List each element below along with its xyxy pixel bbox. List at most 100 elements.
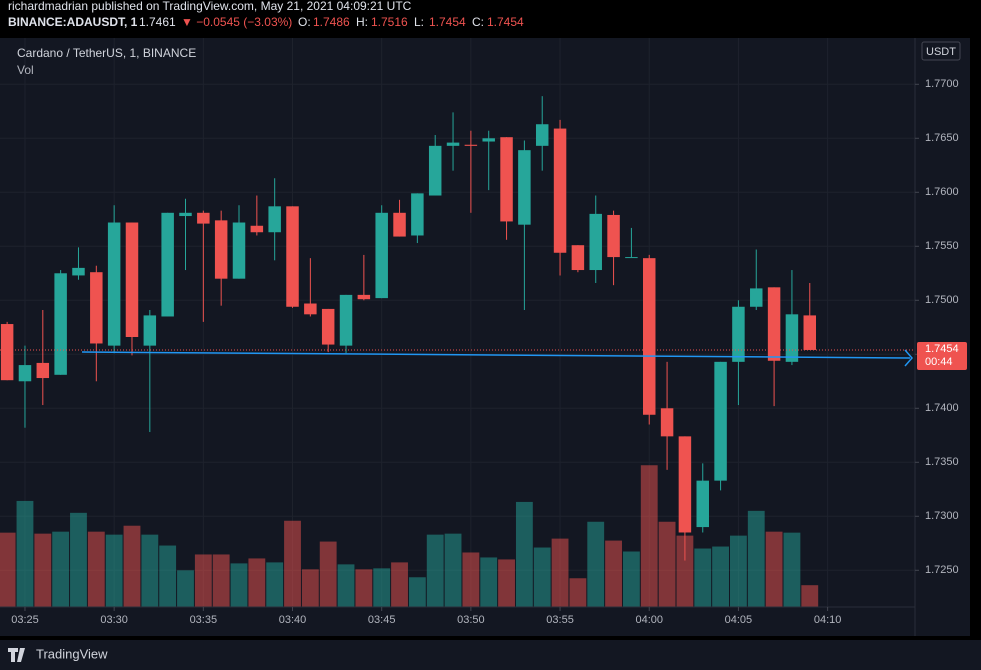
volume-pane bbox=[0, 465, 819, 607]
volume-bar bbox=[765, 531, 783, 607]
volume-bar bbox=[587, 521, 605, 607]
candle-body bbox=[428, 145, 442, 196]
candle-body bbox=[553, 128, 567, 253]
candle-body bbox=[750, 288, 763, 307]
volume-bar bbox=[694, 548, 712, 607]
volume-bar bbox=[730, 535, 747, 607]
candle-body bbox=[107, 222, 121, 346]
candle-body bbox=[518, 150, 531, 225]
volume-bar bbox=[622, 551, 640, 607]
candle-body bbox=[339, 294, 353, 346]
volume-bar bbox=[462, 552, 480, 607]
ohlc-value: 1.7454 bbox=[487, 15, 524, 29]
candle-body bbox=[696, 480, 709, 528]
volume-bar bbox=[301, 569, 319, 607]
candle-body bbox=[785, 314, 799, 362]
ohlc-label: L: bbox=[414, 15, 424, 29]
logo-icon bbox=[8, 648, 25, 662]
volume-bar bbox=[52, 531, 70, 607]
ohlc-label: C: bbox=[472, 15, 484, 29]
candle-body bbox=[375, 212, 388, 299]
volume-bar bbox=[34, 533, 52, 607]
last-price: 1.7461 bbox=[139, 15, 176, 29]
candle-body bbox=[732, 306, 745, 362]
trend-arrow bbox=[904, 349, 913, 367]
volume-bar bbox=[444, 533, 462, 607]
candle-body bbox=[179, 212, 192, 217]
volume-bar bbox=[658, 521, 676, 607]
x-tick-label: 03:45 bbox=[368, 614, 396, 626]
volume-bar bbox=[480, 557, 498, 607]
y-tick-label: 1.7400 bbox=[925, 402, 959, 414]
candle-body bbox=[589, 213, 602, 271]
volume-bar bbox=[676, 535, 694, 607]
countdown: 00:44 bbox=[925, 356, 953, 368]
ohlc: O: 1.7486 H: 1.7516 L: 1.7454 C: 1.7454 bbox=[298, 15, 524, 29]
currency-label: USDT bbox=[926, 46, 956, 58]
volume-bar bbox=[16, 500, 34, 607]
volume-bar bbox=[266, 562, 284, 607]
candle-body bbox=[607, 214, 620, 258]
y-tick-label: 1.7700 bbox=[925, 78, 959, 90]
candle-body bbox=[143, 315, 157, 346]
volume-bar bbox=[177, 570, 194, 607]
volume-bar bbox=[123, 525, 141, 607]
volume-bar bbox=[337, 564, 355, 607]
candle-body bbox=[304, 303, 317, 315]
volume-bar bbox=[712, 546, 730, 607]
candle-body bbox=[571, 245, 585, 271]
y-tick-label: 1.7500 bbox=[925, 294, 959, 306]
candle-body bbox=[18, 365, 32, 382]
candle-body bbox=[464, 144, 478, 146]
candle-body bbox=[197, 212, 210, 224]
volume-bar bbox=[70, 512, 87, 607]
candle-body bbox=[767, 287, 781, 361]
chart-title: Cardano / TetherUS, 1, BINANCE bbox=[17, 46, 196, 60]
candle-body bbox=[232, 222, 246, 279]
candle-body bbox=[72, 267, 85, 276]
x-tick-label: 03:25 bbox=[11, 614, 39, 626]
y-tick-label: 1.7300 bbox=[925, 510, 959, 522]
candle-body bbox=[482, 138, 495, 142]
ohlc-value: 1.7454 bbox=[429, 15, 466, 29]
footer-bar bbox=[0, 640, 981, 670]
volume-bar bbox=[212, 554, 230, 607]
candle-body bbox=[411, 193, 424, 236]
volume-bar bbox=[159, 545, 177, 607]
volume-bar bbox=[747, 510, 765, 607]
volume-bar bbox=[248, 558, 266, 607]
header-line: richardmadrian published on TradingView.… bbox=[8, 0, 412, 13]
volume-bar bbox=[551, 538, 569, 607]
y-tick-label: 1.7600 bbox=[925, 186, 959, 198]
y-tick-label: 1.7350 bbox=[925, 456, 959, 468]
candle-body bbox=[286, 206, 299, 307]
candle-body bbox=[357, 294, 371, 300]
candle-body bbox=[214, 220, 228, 279]
candle-body bbox=[125, 222, 139, 337]
candle-body bbox=[446, 142, 460, 146]
candles bbox=[0, 96, 915, 561]
candle-body bbox=[90, 272, 103, 344]
volume-bar bbox=[141, 534, 159, 607]
candle-body bbox=[321, 308, 335, 345]
trend-line bbox=[81, 351, 911, 359]
volume-bar bbox=[640, 465, 658, 607]
volume-bar bbox=[426, 534, 444, 607]
volume-bar bbox=[87, 531, 105, 607]
candle-body bbox=[535, 124, 549, 146]
ohlc-label: O: bbox=[298, 15, 311, 29]
y-tick-label: 1.7650 bbox=[925, 132, 959, 144]
candle-body bbox=[678, 436, 692, 533]
volume-bar bbox=[319, 541, 337, 607]
candle-body bbox=[0, 324, 14, 381]
y-tick-label: 1.7550 bbox=[925, 240, 959, 252]
candle-body bbox=[268, 206, 281, 233]
volume-bar bbox=[105, 534, 123, 607]
x-tick-label: 03:40 bbox=[279, 614, 307, 626]
x-tick-label: 03:55 bbox=[546, 614, 574, 626]
ohlc-label: H: bbox=[356, 15, 368, 29]
candle-body bbox=[625, 257, 638, 259]
volume-bar bbox=[533, 547, 551, 607]
volume-label: Vol bbox=[17, 63, 34, 77]
candle-body bbox=[393, 212, 406, 237]
